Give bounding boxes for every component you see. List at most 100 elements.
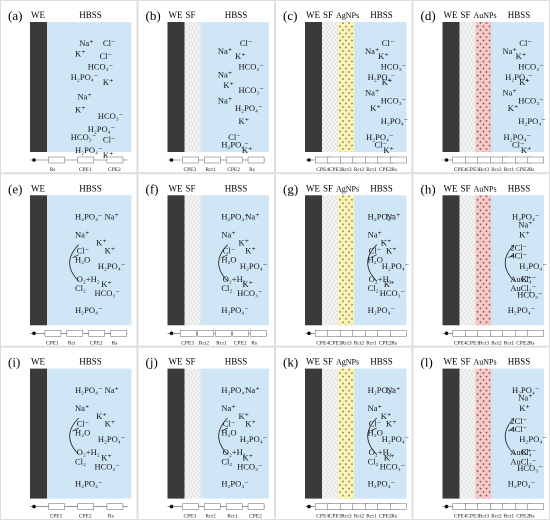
ion-label: H₂PO₄⁻ [505, 72, 532, 82]
layer-label-np: AgNPs [336, 358, 359, 367]
ion-label: Cl⁻ [228, 132, 241, 142]
circuit-element [390, 330, 407, 337]
layer-label-we: WE [306, 10, 320, 20]
panel: (d) WE SF AuNPs HBSSCl⁻Na⁺K⁺HCO₃⁻H₂PO₄⁻K⁺Na⁺… [412, 0, 550, 174]
ion-label: H₂O [75, 254, 90, 264]
working-electrode [30, 368, 47, 499]
ion-label: Na⁺ [105, 212, 119, 222]
circuit-element-label: Rct1 [504, 514, 515, 520]
ion-label: Cl⁻ [223, 419, 236, 429]
panel-border [0, 346, 138, 520]
medium-label: HBSS [225, 10, 248, 20]
circuit-element-label: Rs [529, 340, 535, 346]
circuit-element [106, 156, 124, 164]
ion-label: H₂PO₄⁻ [508, 305, 535, 315]
hbss-region [200, 22, 269, 152]
circuit-element [390, 156, 407, 164]
circuit-element-label: CPE3 [466, 167, 479, 173]
ion-label: K⁺ [243, 279, 254, 289]
ion-label: H₂PO₄⁻ [368, 72, 395, 82]
ion-label: K⁺ [370, 103, 381, 113]
circuit-element-label: CPE3 [329, 340, 342, 346]
ion-label: Na⁺ [386, 212, 400, 222]
ion-label: H₂PO₄⁻ [75, 385, 102, 395]
circuit-element [180, 330, 197, 337]
ion-label: 2Cl⁻ [510, 416, 527, 426]
ion-label: H₂PO₄⁻ [88, 124, 115, 134]
circuit-element [204, 503, 221, 510]
ion-label: Na⁺ [518, 219, 532, 229]
circuit-element-label: CPE3 [466, 514, 479, 520]
ion-label: H₂PO₄⁻ [519, 434, 546, 444]
ion-label: Cl⁻ [77, 419, 90, 429]
ion-label: Na⁺ [78, 92, 92, 102]
circuit-element-label: Rct2 [354, 167, 365, 173]
layer-label-np: AuNPs [474, 358, 497, 367]
circuit-node [169, 504, 174, 509]
ion-label: Na⁺ [75, 230, 89, 240]
circuit-element-label: CPE4 [454, 340, 467, 346]
panel-label: (e) [8, 181, 22, 196]
ion-label: HCO₃⁻ [238, 62, 263, 72]
ion-label: K⁺ [238, 116, 249, 126]
ion-label: Cl⁻ [100, 51, 113, 61]
ion-label: HCO₃⁻ [98, 111, 123, 121]
panel-border [137, 0, 275, 174]
panel-label: (c) [283, 8, 297, 23]
circuit-element-label: Rct1 [366, 340, 377, 346]
ion-label: Cl⁻ [374, 140, 387, 150]
ion-label: H₂PO₄⁻ [221, 478, 248, 488]
circuit-element-label: Rs [529, 167, 535, 173]
circuit-node [169, 331, 174, 336]
ion-label: O₂+H₂ [77, 447, 100, 457]
reaction-arc [69, 244, 79, 282]
ion-label: O₂+H₂ [223, 274, 246, 284]
circuit-element-label: Rct2 [354, 340, 365, 346]
ion-label: Na⁺ [386, 385, 400, 395]
circuit-element-label: Rct1 [216, 340, 227, 346]
ion-label: K⁺ [245, 419, 256, 429]
layer-label-sf: SF [186, 10, 196, 20]
circuit-element-label: CPE4 [454, 514, 467, 520]
ion-label: H₂PO₄⁻ [98, 261, 125, 271]
layer-label-np: AuNPs [474, 11, 497, 20]
circuit-element-label: CPE2 [90, 340, 103, 346]
layer-label-we: WE [306, 183, 320, 193]
ion-label: Na⁺ [221, 230, 235, 240]
working-electrode [305, 22, 322, 152]
ion-label: K⁺ [519, 230, 530, 240]
reaction-arrow [508, 254, 515, 259]
working-electrode [30, 195, 47, 326]
circuit-element-label: CPE2 [379, 340, 392, 346]
ion-label: Na⁺ [368, 403, 382, 413]
circuit-element-label: CPE3 [329, 167, 342, 173]
circuit-element-label: CPE2 [379, 514, 392, 520]
ion-label: AuCl₂⁻ [510, 456, 536, 466]
working-electrode [442, 195, 460, 326]
hbss-region [200, 195, 269, 326]
circuit-element-label: Rct3 [479, 514, 490, 520]
layer-label-we: WE [31, 10, 45, 20]
ion-label: Cl₂ [368, 283, 379, 293]
ion-label: H₂PO₄⁻ [71, 72, 98, 82]
circuit-element [182, 503, 199, 510]
nanoparticle-layer [475, 22, 492, 152]
circuit-element-label: CPE2 [379, 167, 392, 173]
layer-label-we: WE [444, 10, 458, 20]
ion-label: HCO₃⁻ [94, 462, 119, 472]
silk-fibroin-layer [184, 195, 201, 326]
ion-label: H₂PO₄⁻ [368, 305, 395, 315]
ion-label: Na⁺ [105, 385, 119, 395]
ion-label: Na⁺ [218, 95, 232, 105]
ion-label: K⁺ [383, 145, 394, 155]
layer-label-sf: SF [323, 357, 333, 367]
layer-label-sf: SF [323, 10, 333, 20]
ion-label: Cl⁻ [369, 245, 382, 255]
ion-label: K⁺ [105, 245, 116, 255]
circuit-element-label: Rct [68, 340, 76, 346]
ion-label: H₂PO₄⁻ [75, 305, 102, 315]
circuit-element-label: Rct1 [366, 514, 377, 520]
silk-fibroin-layer [322, 368, 338, 499]
circuit-element-label: Rct1 [366, 167, 377, 173]
